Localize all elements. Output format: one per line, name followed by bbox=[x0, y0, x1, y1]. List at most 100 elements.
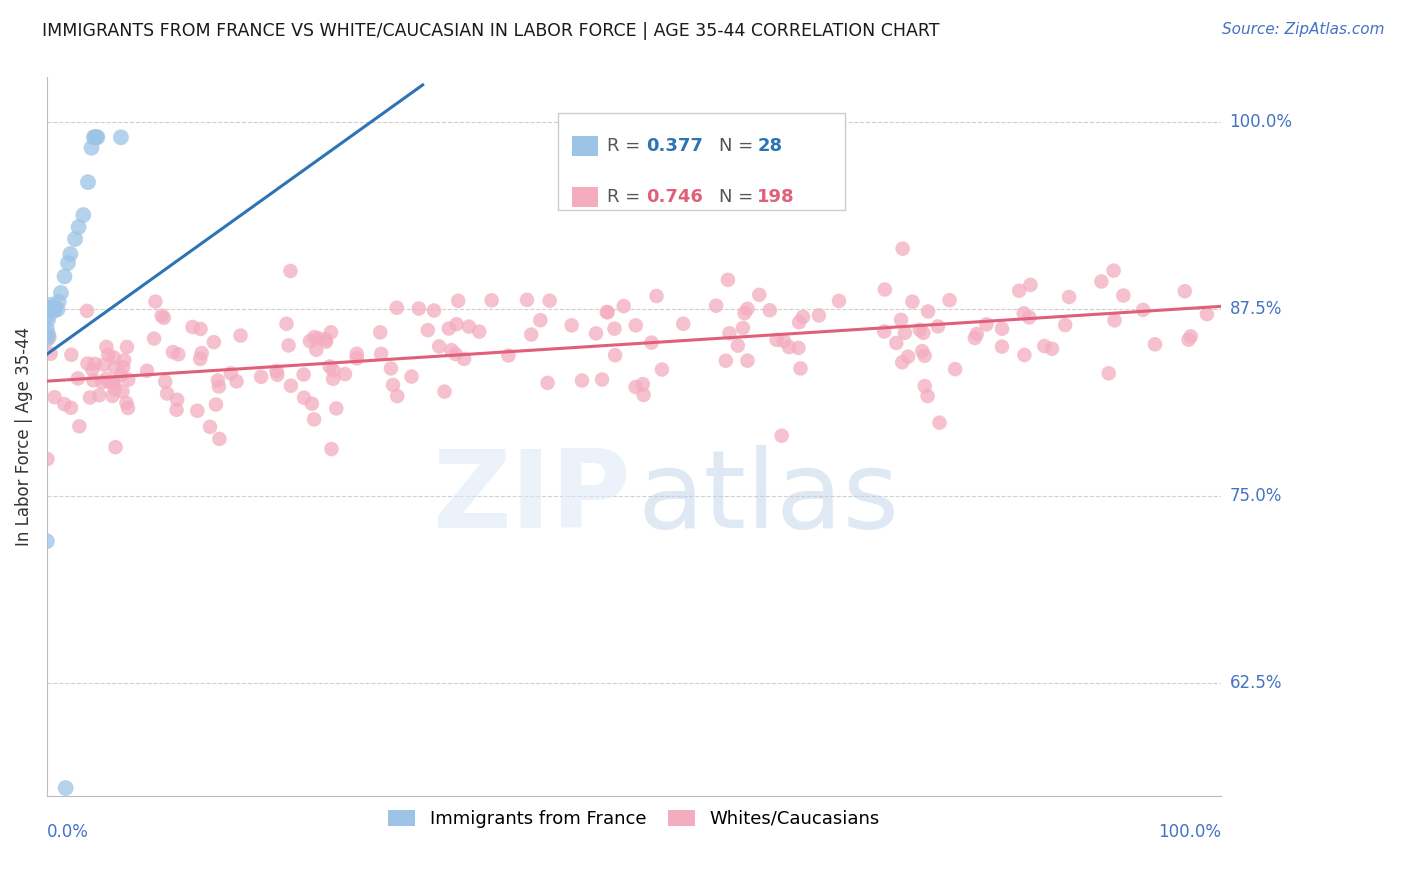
Text: 87.5%: 87.5% bbox=[1230, 301, 1282, 318]
Point bbox=[714, 353, 737, 368]
Point bbox=[1195, 307, 1218, 321]
Point bbox=[807, 309, 830, 323]
Point bbox=[186, 404, 208, 418]
Point bbox=[773, 334, 796, 348]
Point bbox=[538, 293, 561, 308]
Point bbox=[322, 372, 344, 386]
Point bbox=[571, 374, 593, 388]
Point bbox=[1112, 288, 1135, 302]
Point bbox=[207, 374, 229, 388]
Point bbox=[80, 141, 103, 155]
Text: N =: N = bbox=[718, 137, 759, 155]
Point bbox=[37, 327, 59, 342]
Point bbox=[440, 343, 463, 358]
Point bbox=[280, 378, 302, 392]
Point bbox=[1019, 277, 1042, 292]
Point bbox=[167, 347, 190, 361]
Point bbox=[292, 368, 315, 382]
Point bbox=[481, 293, 503, 308]
Point bbox=[103, 351, 125, 365]
Point bbox=[150, 309, 173, 323]
Text: 0.377: 0.377 bbox=[645, 137, 703, 155]
Text: 0.0%: 0.0% bbox=[46, 823, 89, 841]
Point bbox=[35, 332, 58, 346]
Point bbox=[292, 391, 315, 405]
Point bbox=[792, 310, 814, 324]
Point bbox=[35, 322, 58, 336]
Point bbox=[651, 362, 673, 376]
Point bbox=[53, 269, 76, 284]
Text: 100.0%: 100.0% bbox=[1230, 113, 1292, 131]
Point bbox=[39, 298, 62, 312]
Point bbox=[103, 376, 125, 390]
Point bbox=[529, 313, 551, 327]
Point bbox=[1012, 306, 1035, 320]
Point bbox=[111, 384, 134, 399]
Point bbox=[613, 299, 636, 313]
Text: N =: N = bbox=[718, 188, 759, 206]
Point bbox=[97, 348, 120, 362]
Point bbox=[190, 346, 212, 360]
Point bbox=[633, 388, 655, 402]
Point bbox=[468, 325, 491, 339]
Point bbox=[41, 302, 63, 317]
Text: 28: 28 bbox=[758, 137, 783, 155]
Point bbox=[770, 428, 793, 442]
Text: 100.0%: 100.0% bbox=[1159, 823, 1222, 841]
Point bbox=[250, 369, 273, 384]
Point bbox=[84, 130, 107, 145]
Point bbox=[83, 357, 105, 371]
Point bbox=[229, 328, 252, 343]
Point bbox=[48, 294, 70, 309]
Point bbox=[368, 326, 391, 340]
Point bbox=[596, 305, 619, 319]
Point bbox=[536, 376, 558, 390]
Point bbox=[205, 397, 228, 411]
Point bbox=[38, 330, 60, 344]
Point bbox=[943, 362, 966, 376]
Point bbox=[624, 318, 647, 333]
Point bbox=[89, 388, 111, 402]
Point bbox=[91, 376, 114, 390]
Point bbox=[991, 322, 1014, 336]
Point bbox=[104, 440, 127, 454]
Point bbox=[101, 389, 124, 403]
Point bbox=[136, 364, 159, 378]
FancyBboxPatch shape bbox=[572, 187, 598, 208]
Point bbox=[873, 325, 896, 339]
Point bbox=[787, 341, 810, 355]
Point bbox=[76, 304, 98, 318]
Point bbox=[520, 327, 543, 342]
Point bbox=[115, 340, 138, 354]
Point bbox=[44, 390, 66, 404]
Point bbox=[49, 285, 72, 300]
Text: Source: ZipAtlas.com: Source: ZipAtlas.com bbox=[1222, 22, 1385, 37]
Point bbox=[897, 350, 920, 364]
Point bbox=[914, 379, 936, 393]
Point bbox=[717, 273, 740, 287]
Point bbox=[346, 351, 368, 366]
Text: 198: 198 bbox=[758, 188, 794, 206]
Point bbox=[277, 338, 299, 352]
Point bbox=[276, 317, 298, 331]
Point bbox=[596, 305, 619, 319]
Point bbox=[82, 362, 104, 376]
Point bbox=[298, 334, 321, 348]
Point bbox=[427, 339, 450, 353]
Point bbox=[83, 130, 105, 145]
Point bbox=[143, 332, 166, 346]
Point bbox=[46, 302, 69, 317]
Point bbox=[66, 371, 89, 385]
Point bbox=[38, 301, 60, 315]
Point bbox=[416, 323, 439, 337]
Point bbox=[458, 319, 481, 334]
Point bbox=[60, 348, 83, 362]
Point bbox=[380, 361, 402, 376]
Point bbox=[873, 283, 896, 297]
Point bbox=[63, 232, 86, 246]
Point bbox=[322, 363, 344, 377]
Point bbox=[266, 364, 288, 378]
Point bbox=[914, 349, 936, 363]
Point bbox=[408, 301, 430, 316]
Point bbox=[153, 375, 176, 389]
